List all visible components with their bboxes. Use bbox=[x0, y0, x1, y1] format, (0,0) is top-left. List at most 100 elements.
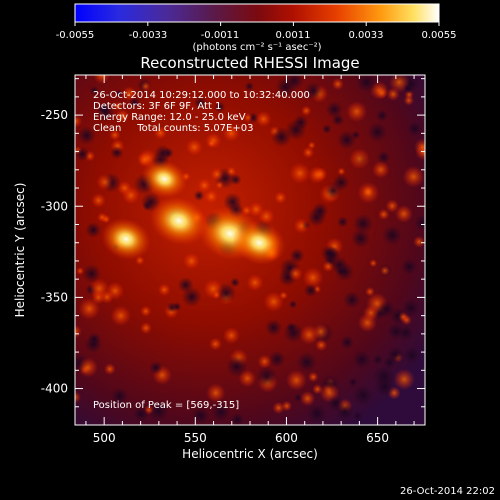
speckle bbox=[101, 214, 111, 224]
speckle bbox=[414, 138, 425, 156]
speckle bbox=[334, 262, 355, 282]
heatmap-sources bbox=[101, 159, 286, 266]
speckle bbox=[257, 354, 272, 369]
speckle bbox=[313, 167, 328, 182]
speckle bbox=[308, 371, 319, 383]
x-tick-labels: 500 550 600 650 bbox=[93, 431, 389, 445]
speckle bbox=[303, 283, 318, 298]
speckle bbox=[75, 391, 82, 404]
speckle bbox=[93, 75, 110, 84]
speckle bbox=[376, 87, 388, 99]
speckle bbox=[197, 178, 212, 193]
info-detectors: Detectors: 3F 6F 9F, Att 1 bbox=[93, 101, 221, 112]
speckle bbox=[379, 265, 391, 276]
speckle bbox=[299, 324, 319, 345]
info-clean-counts: Clean Total counts: 5.07E+03 bbox=[93, 123, 253, 134]
speckle bbox=[97, 101, 112, 116]
info-energy-range: Energy Range: 12.0 - 25.0 keV bbox=[93, 112, 246, 123]
x-tick-label: 650 bbox=[366, 431, 389, 445]
speckle bbox=[337, 130, 357, 150]
speckle bbox=[153, 126, 167, 140]
speckle bbox=[110, 146, 124, 160]
speckle bbox=[348, 377, 358, 387]
speckle bbox=[103, 363, 116, 376]
speckle bbox=[403, 95, 415, 106]
axis-ticks bbox=[75, 75, 425, 425]
speckle bbox=[121, 186, 140, 205]
speckle bbox=[367, 122, 388, 142]
heatmap-image bbox=[75, 75, 425, 425]
speckle bbox=[258, 208, 275, 225]
speckle bbox=[222, 124, 240, 142]
speckle bbox=[403, 346, 421, 364]
speckle bbox=[351, 228, 371, 248]
speckle bbox=[76, 266, 85, 275]
colorbar-tick-label: -0.0055 bbox=[56, 30, 95, 41]
speckle bbox=[109, 129, 121, 141]
speckle bbox=[207, 139, 216, 148]
timestamp: 26-Oct-2014 22:02 bbox=[400, 486, 495, 497]
source-blob bbox=[141, 159, 188, 199]
speckle bbox=[285, 369, 307, 391]
speckle bbox=[402, 165, 425, 188]
speckle bbox=[140, 81, 151, 92]
speckle bbox=[288, 300, 298, 309]
speckle bbox=[293, 218, 310, 234]
speckle bbox=[191, 406, 210, 425]
speckle bbox=[75, 146, 90, 162]
speckle bbox=[243, 113, 253, 123]
speckle bbox=[378, 208, 390, 221]
speckle bbox=[301, 105, 312, 116]
speckle bbox=[407, 121, 423, 137]
speckle bbox=[327, 395, 344, 412]
speckle bbox=[114, 89, 123, 98]
source-blob bbox=[101, 218, 151, 260]
speckle bbox=[299, 390, 316, 407]
y-tick-label: -300 bbox=[41, 199, 68, 213]
speckle bbox=[215, 181, 224, 190]
source-blob bbox=[149, 196, 208, 246]
speckle bbox=[320, 244, 338, 262]
speckle bbox=[85, 222, 102, 239]
speckle bbox=[203, 279, 224, 299]
speckle bbox=[296, 351, 318, 373]
x-tick-label: 500 bbox=[93, 431, 116, 445]
speckle bbox=[307, 141, 316, 150]
speckle bbox=[89, 278, 110, 299]
speckle bbox=[211, 402, 231, 422]
speckle bbox=[185, 138, 203, 156]
speckle bbox=[357, 181, 380, 204]
speckle bbox=[375, 109, 389, 122]
colorbar-tick-label: 0.0033 bbox=[349, 30, 384, 41]
speckle bbox=[140, 305, 152, 317]
speckle bbox=[96, 173, 114, 191]
speckle bbox=[148, 400, 170, 422]
speckle bbox=[255, 110, 272, 128]
speckle bbox=[271, 126, 292, 148]
speckle bbox=[304, 81, 323, 100]
x-tick-label: 600 bbox=[275, 431, 298, 445]
speckle bbox=[401, 258, 418, 275]
speckle bbox=[346, 101, 368, 123]
chart-title: Reconstructed RHESSI Image bbox=[140, 54, 359, 72]
speckle bbox=[193, 96, 207, 110]
x-tick-label: 550 bbox=[184, 431, 207, 445]
speckle bbox=[306, 403, 328, 424]
speckle bbox=[336, 216, 349, 228]
speckle bbox=[77, 126, 96, 145]
speckle bbox=[352, 213, 374, 234]
speckle bbox=[246, 274, 264, 292]
x-axis-label: Heliocentric X (arcsec) bbox=[182, 447, 318, 461]
speckle bbox=[206, 383, 226, 403]
speckle bbox=[401, 298, 421, 318]
speckle bbox=[172, 302, 182, 312]
speckle bbox=[352, 410, 363, 422]
speckle bbox=[293, 393, 303, 402]
speckle bbox=[369, 259, 378, 268]
speckle bbox=[268, 350, 286, 368]
speckle bbox=[230, 412, 245, 425]
speckle bbox=[229, 173, 242, 186]
speckle bbox=[393, 368, 415, 391]
speckle bbox=[193, 190, 205, 202]
